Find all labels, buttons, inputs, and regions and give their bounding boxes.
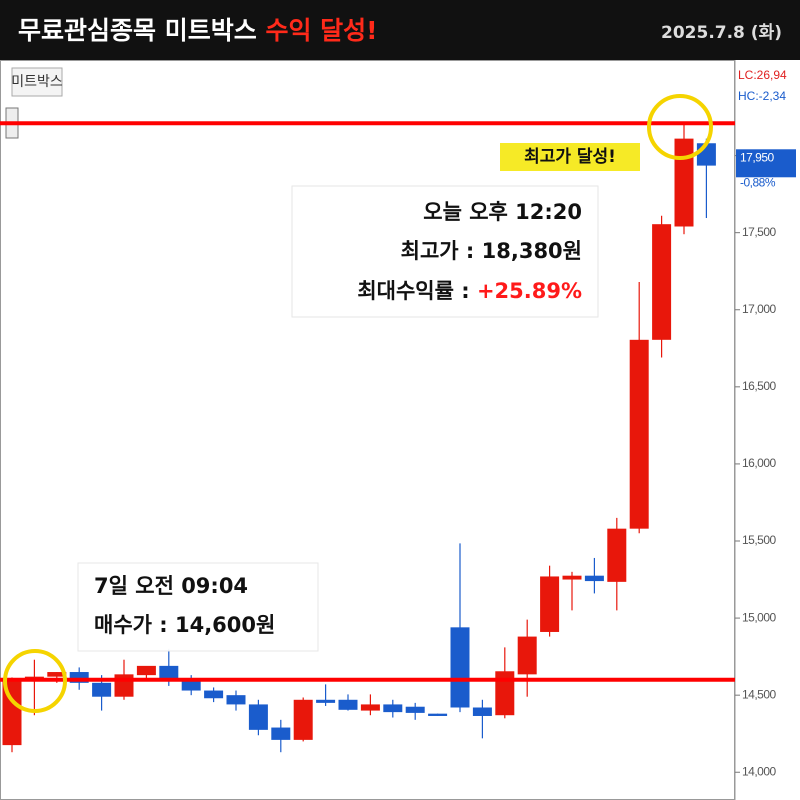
- candle-body: [159, 665, 179, 680]
- y-tick-label: 16,500: [742, 379, 777, 393]
- candle-body: [584, 575, 604, 582]
- sell-box: [291, 185, 599, 318]
- candle-body: [629, 339, 649, 529]
- header-date: 2025.7.8 (화): [661, 23, 782, 43]
- candle-body: [405, 706, 425, 713]
- header-bar: [0, 0, 800, 60]
- candle-body: [562, 575, 582, 580]
- candle-body: [472, 707, 492, 716]
- candle-body: [316, 699, 336, 703]
- candle-body: [204, 690, 224, 699]
- candle-body: [47, 672, 67, 677]
- peak-circle: [647, 94, 713, 160]
- candle-body: [652, 224, 672, 340]
- y-tick-label: 14,000: [742, 764, 777, 778]
- candle-body: [360, 704, 380, 711]
- buy-time: 7일 오전 09:04: [94, 574, 248, 598]
- candle-body: [92, 682, 112, 697]
- candle-body: [181, 681, 201, 691]
- candle-body: [69, 672, 89, 683]
- header-title: 무료관심종목 미트박스 수익 달성!: [18, 16, 378, 45]
- candle-body: [136, 665, 156, 676]
- current-price-box: [736, 149, 796, 178]
- current-price: 17,950: [740, 150, 775, 164]
- candle-body: [674, 138, 694, 227]
- y-tick-label: 17,500: [742, 225, 777, 239]
- y-tick-label: 15,500: [742, 533, 777, 547]
- candle-body: [293, 699, 313, 740]
- y-tick-label: 14,500: [742, 687, 777, 701]
- stock-tag: [11, 67, 63, 97]
- buy-circle: [3, 649, 67, 713]
- candle-body: [383, 704, 403, 713]
- y-tick-label: 17,000: [742, 302, 777, 316]
- sell-price: 최고가 : 18,380원: [401, 239, 582, 263]
- candle-body: [114, 674, 134, 697]
- y-tick-label: 16,000: [742, 456, 777, 470]
- candle-body: [271, 727, 291, 740]
- candle-body: [450, 627, 470, 708]
- stock-name: 미트박스: [11, 74, 63, 90]
- sell-return: 최대수익률 : +25.89%: [357, 279, 582, 303]
- y-tick-label: 15,000: [742, 610, 777, 624]
- candle-body: [338, 699, 358, 710]
- current-change: -0,88%: [740, 175, 776, 189]
- candle-body: [248, 704, 268, 730]
- candle-body: [495, 671, 515, 716]
- candle-body: [226, 695, 246, 705]
- candle-body: [428, 713, 448, 716]
- buy-box: [77, 562, 319, 652]
- peak-label: 최고가 달성!: [524, 146, 616, 167]
- indicator: HC:-2,34: [738, 89, 786, 103]
- indicator: LC:26,94: [738, 68, 787, 82]
- candle-body: [517, 636, 537, 675]
- sell-time: 오늘 오후 12:20: [423, 200, 582, 224]
- candle-body: [607, 528, 627, 582]
- peak-label-bg: [500, 143, 640, 171]
- buy-price: 매수가 : 14,600원: [94, 613, 275, 637]
- candle-body: [540, 576, 560, 632]
